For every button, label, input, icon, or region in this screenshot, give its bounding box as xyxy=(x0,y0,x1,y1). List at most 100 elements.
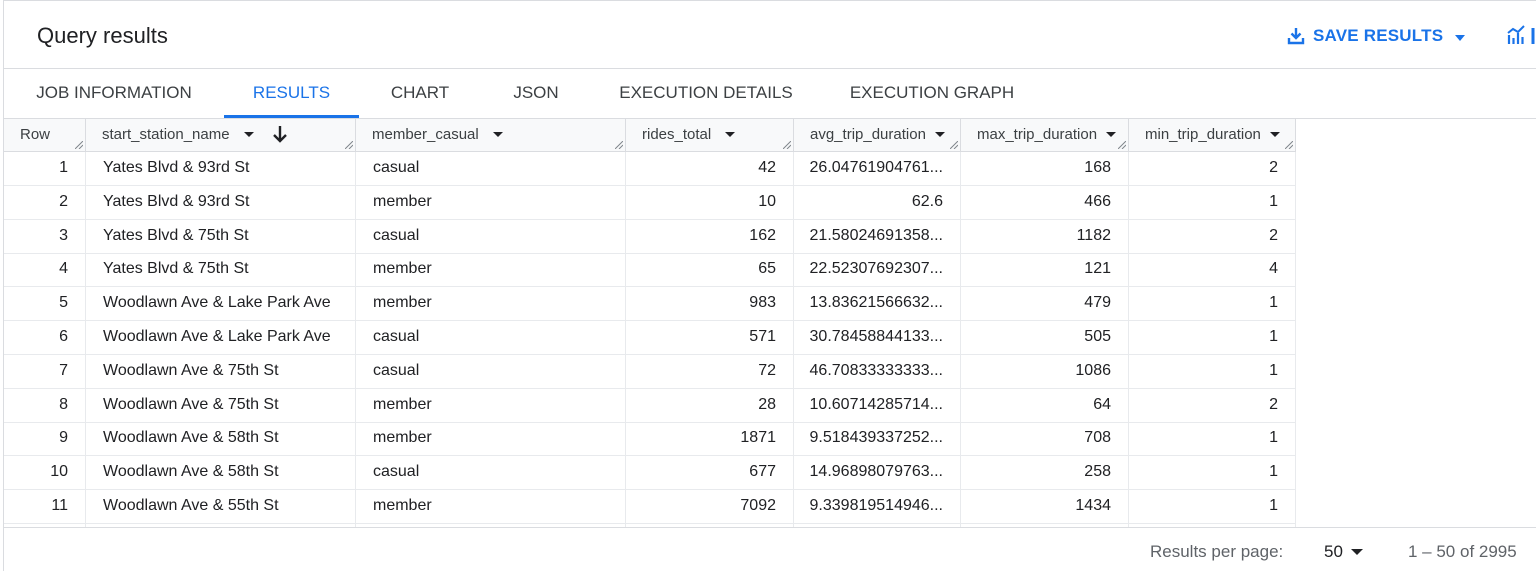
cell-min-trip-duration[interactable]: 2 xyxy=(1129,388,1296,423)
cell-member-casual[interactable]: member xyxy=(356,253,626,288)
cell-member-casual[interactable]: casual xyxy=(356,456,626,491)
cell-min-trip-duration[interactable]: 1 xyxy=(1129,321,1296,355)
cell-avg-trip-duration[interactable]: 62.6 xyxy=(794,185,961,220)
cell-min-trip-duration[interactable]: 1 xyxy=(1129,456,1296,491)
cell-min-trip-duration[interactable]: 1 xyxy=(1129,185,1296,220)
cell-member-casual[interactable]: member xyxy=(356,490,626,524)
table-row[interactable]: 3 Yates Blvd & 75th St casual 162 21.5802469… xyxy=(4,219,1296,254)
cell-rides-total[interactable]: 72 xyxy=(626,354,794,389)
cell-rides-total[interactable]: 571 xyxy=(626,321,794,355)
table-row[interactable]: 10 Woodlawn Ave & 58th St casual 677 14.9689… xyxy=(4,456,1296,491)
cell-start-station-name[interactable]: Yates Blvd & 75th St xyxy=(86,253,356,288)
cell-member-casual[interactable]: casual xyxy=(356,219,626,254)
tab-execution-graph[interactable]: EXECUTION GRAPH xyxy=(849,83,1015,102)
cell-member-casual[interactable]: casual xyxy=(356,321,626,355)
cell-rides-total[interactable]: 65 xyxy=(626,253,794,288)
table-row[interactable]: 9 Woodlawn Ave & 58th St member 1871 9.51843… xyxy=(4,422,1296,457)
cell-row-number[interactable]: 6 xyxy=(4,321,86,355)
column-menu-icon[interactable] xyxy=(492,132,503,137)
table-row[interactable]: 6 Woodlawn Ave & Lake Park Ave casual 571 30… xyxy=(4,321,1296,355)
cell-rides-total[interactable]: 162 xyxy=(626,219,794,254)
resize-handle-icon[interactable] xyxy=(345,141,353,149)
resize-handle-icon[interactable] xyxy=(615,141,623,149)
cell-avg-trip-duration[interactable]: 21.58024691358... xyxy=(794,219,961,254)
column-menu-icon[interactable] xyxy=(1106,132,1117,137)
table-row[interactable]: 11 Woodlawn Ave & 55th St member 7092 9.3398… xyxy=(4,490,1296,524)
tab-execution-details[interactable]: EXECUTION DETAILS xyxy=(619,83,793,102)
cell-min-trip-duration[interactable]: 1 xyxy=(1129,490,1296,524)
cell-max-trip-duration[interactable]: 121 xyxy=(961,253,1129,288)
table-row[interactable]: 8 Woodlawn Ave & 75th St member 28 10.607142… xyxy=(4,388,1296,423)
tab-results[interactable]: RESULTS xyxy=(224,69,359,118)
cell-max-trip-duration[interactable]: 708 xyxy=(961,422,1129,457)
cell-avg-trip-duration[interactable]: 9.518439337252... xyxy=(794,422,961,457)
resize-handle-icon[interactable] xyxy=(1118,141,1126,149)
cell-max-trip-duration[interactable]: 466 xyxy=(961,185,1129,220)
cell-start-station-name[interactable]: Woodlawn Ave & Lake Park Ave xyxy=(86,321,356,355)
cell-start-station-name[interactable]: Woodlawn Ave & 58th St xyxy=(86,422,356,457)
cell-start-station-name[interactable]: Woodlawn Ave & 58th St xyxy=(86,456,356,491)
cell-row-number[interactable]: 11 xyxy=(4,490,86,524)
cell-avg-trip-duration[interactable]: 26.04761904761... xyxy=(794,152,961,186)
cell-row-number[interactable]: 9 xyxy=(4,422,86,457)
cell-start-station-name[interactable]: Woodlawn Ave & 55th St xyxy=(86,490,356,524)
column-header-rides-total[interactable]: rides_total xyxy=(626,119,794,152)
cell-max-trip-duration[interactable]: 1182 xyxy=(961,219,1129,254)
resize-handle-icon[interactable] xyxy=(950,141,958,149)
chevron-down-icon[interactable] xyxy=(1351,549,1363,555)
cell-min-trip-duration[interactable]: 2 xyxy=(1129,152,1296,186)
cell-min-trip-duration[interactable]: 4 xyxy=(1129,253,1296,288)
cell-row-number[interactable]: 5 xyxy=(4,287,86,322)
cell-rides-total[interactable]: 42 xyxy=(626,152,794,186)
column-menu-icon[interactable] xyxy=(243,132,254,137)
cell-max-trip-duration[interactable]: 64 xyxy=(961,388,1129,423)
cell-max-trip-duration[interactable]: 258 xyxy=(961,456,1129,491)
cell-start-station-name[interactable]: Woodlawn Ave & Lake Park Ave xyxy=(86,287,356,322)
column-header-min-trip-duration[interactable]: min_trip_duration xyxy=(1129,119,1296,152)
resize-handle-icon[interactable] xyxy=(783,141,791,149)
cell-row-number[interactable]: 1 xyxy=(4,152,86,186)
cell-row-number[interactable]: 3 xyxy=(4,219,86,254)
cell-rides-total[interactable]: 1871 xyxy=(626,422,794,457)
cell-max-trip-duration[interactable]: 479 xyxy=(961,287,1129,322)
table-row[interactable]: 7 Woodlawn Ave & 75th St casual 72 46.708333… xyxy=(4,354,1296,389)
resize-handle-icon[interactable] xyxy=(1285,141,1293,149)
table-row[interactable]: 5 Woodlawn Ave & Lake Park Ave member 983 13… xyxy=(4,287,1296,322)
cell-rides-total[interactable]: 28 xyxy=(626,388,794,423)
cell-max-trip-duration[interactable]: 1434 xyxy=(961,490,1129,524)
cell-max-trip-duration[interactable]: 1086 xyxy=(961,354,1129,389)
cell-start-station-name[interactable]: Woodlawn Ave & 75th St xyxy=(86,354,356,389)
cell-avg-trip-duration[interactable]: 13.83621566632... xyxy=(794,287,961,322)
cell-row-number[interactable]: 4 xyxy=(4,253,86,288)
cell-min-trip-duration[interactable]: 1 xyxy=(1129,354,1296,389)
cell-start-station-name[interactable]: Yates Blvd & 75th St xyxy=(86,219,356,254)
cell-row-number[interactable]: 2 xyxy=(4,185,86,220)
cell-member-casual[interactable]: member xyxy=(356,422,626,457)
column-menu-icon[interactable] xyxy=(935,132,946,137)
tab-chart[interactable]: CHART xyxy=(390,83,450,102)
column-header-start-station-name[interactable]: start_station_name xyxy=(86,119,356,152)
cell-avg-trip-duration[interactable]: 14.96898079763... xyxy=(794,456,961,491)
cell-rides-total[interactable]: 983 xyxy=(626,287,794,322)
cell-member-casual[interactable]: member xyxy=(356,388,626,423)
cell-avg-trip-duration[interactable]: 30.78458844133... xyxy=(794,321,961,355)
cell-rides-total[interactable]: 7092 xyxy=(626,490,794,524)
table-row[interactable]: 4 Yates Blvd & 75th St member 65 22.52307692… xyxy=(4,253,1296,288)
cell-avg-trip-duration[interactable]: 46.70833333333... xyxy=(794,354,961,389)
save-results-button[interactable]: SAVE RESULTS xyxy=(1287,23,1473,49)
cell-member-casual[interactable]: casual xyxy=(356,152,626,186)
cell-max-trip-duration[interactable]: 168 xyxy=(961,152,1129,186)
cell-member-casual[interactable]: casual xyxy=(356,354,626,389)
results-per-page-select[interactable]: 50 xyxy=(1324,542,1343,561)
cell-rides-total[interactable]: 677 xyxy=(626,456,794,491)
explore-data-button[interactable] xyxy=(1507,25,1536,50)
column-header-avg-trip-duration[interactable]: avg_trip_duration xyxy=(794,119,961,152)
cell-member-casual[interactable]: member xyxy=(356,185,626,220)
cell-avg-trip-duration[interactable]: 9.339819514946... xyxy=(794,490,961,524)
tab-job-information[interactable]: JOB INFORMATION xyxy=(36,83,192,102)
cell-avg-trip-duration[interactable]: 22.52307692307... xyxy=(794,253,961,288)
cell-row-number[interactable]: 7 xyxy=(4,354,86,389)
cell-rides-total[interactable]: 10 xyxy=(626,185,794,220)
cell-start-station-name[interactable]: Woodlawn Ave & 75th St xyxy=(86,388,356,423)
cell-min-trip-duration[interactable]: 2 xyxy=(1129,219,1296,254)
